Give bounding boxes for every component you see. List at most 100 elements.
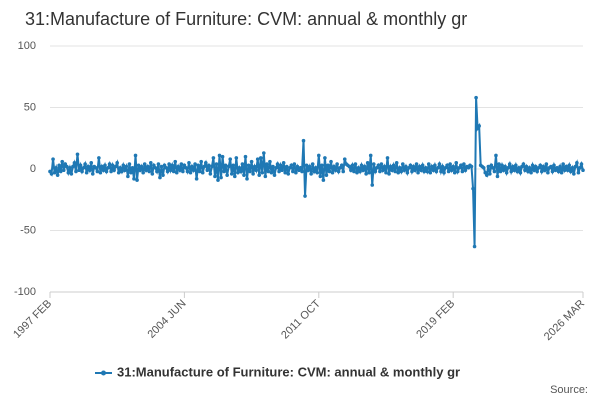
data-point bbox=[266, 169, 271, 174]
data-point bbox=[504, 170, 509, 175]
data-point bbox=[550, 169, 555, 174]
data-point bbox=[399, 169, 404, 174]
data-point bbox=[202, 164, 207, 169]
data-point bbox=[387, 172, 391, 176]
data-point bbox=[568, 169, 573, 174]
data-point bbox=[532, 168, 536, 173]
data-point bbox=[60, 159, 65, 164]
data-point bbox=[439, 169, 443, 174]
data-point bbox=[517, 165, 521, 170]
data-point bbox=[448, 162, 452, 166]
data-point bbox=[197, 169, 202, 174]
data-point bbox=[572, 172, 576, 176]
data-point bbox=[173, 159, 178, 164]
data-point bbox=[275, 162, 280, 166]
x-tick-label: 2026 MAR bbox=[542, 298, 587, 343]
data-point bbox=[87, 168, 92, 173]
data-point bbox=[110, 163, 115, 168]
data-point bbox=[225, 173, 229, 177]
data-point bbox=[408, 163, 413, 168]
data-point bbox=[263, 174, 268, 179]
data-point bbox=[205, 168, 210, 173]
data-point bbox=[576, 170, 581, 175]
data-point bbox=[132, 177, 136, 181]
data-point bbox=[514, 163, 518, 168]
data-point bbox=[539, 169, 544, 174]
data-point bbox=[570, 165, 575, 170]
data-point bbox=[121, 163, 126, 168]
data-point bbox=[116, 170, 121, 175]
data-point bbox=[333, 168, 338, 173]
data-point bbox=[191, 168, 196, 173]
data-point bbox=[564, 164, 569, 169]
data-point bbox=[77, 168, 81, 173]
data-point bbox=[449, 168, 454, 173]
data-point bbox=[210, 164, 214, 169]
data-point bbox=[115, 161, 119, 165]
data-point bbox=[310, 162, 315, 166]
data-point bbox=[494, 153, 498, 158]
data-point bbox=[506, 165, 510, 170]
data-point bbox=[303, 194, 307, 198]
data-point bbox=[208, 172, 213, 176]
data-point bbox=[280, 168, 284, 173]
data-point bbox=[411, 164, 416, 169]
data-point bbox=[171, 169, 176, 174]
data-point bbox=[203, 161, 208, 165]
data-point bbox=[382, 164, 387, 169]
data-point bbox=[526, 169, 530, 174]
data-point bbox=[336, 169, 341, 174]
data-point bbox=[69, 172, 74, 176]
data-point bbox=[292, 162, 297, 166]
data-point bbox=[174, 170, 179, 175]
data-point bbox=[529, 170, 533, 175]
data-point bbox=[78, 163, 83, 168]
y-tick-label: -50 bbox=[20, 224, 36, 236]
data-point bbox=[405, 170, 410, 175]
data-point bbox=[420, 163, 425, 168]
data-point bbox=[364, 172, 368, 176]
data-point bbox=[219, 175, 223, 180]
data-point bbox=[581, 168, 585, 173]
data-point bbox=[168, 168, 173, 173]
data-point bbox=[185, 169, 190, 174]
data-point bbox=[510, 164, 515, 169]
x-tick-label: 2004 JUN bbox=[145, 298, 188, 341]
data-point bbox=[390, 168, 394, 173]
data-point bbox=[445, 163, 449, 168]
y-tick-label: 0 bbox=[30, 163, 36, 175]
data-point bbox=[365, 161, 370, 165]
data-point bbox=[104, 169, 109, 174]
data-point bbox=[562, 168, 567, 173]
data-point bbox=[323, 156, 327, 160]
data-point bbox=[226, 164, 231, 169]
data-point bbox=[549, 164, 553, 169]
data-point bbox=[112, 168, 116, 173]
data-point bbox=[543, 168, 547, 173]
data-point bbox=[315, 170, 320, 175]
data-point bbox=[342, 157, 347, 161]
data-point bbox=[359, 163, 364, 168]
data-point bbox=[113, 164, 118, 169]
data-point bbox=[232, 174, 237, 179]
data-point bbox=[207, 163, 211, 168]
data-point bbox=[150, 172, 155, 176]
data-point bbox=[527, 165, 532, 170]
data-point bbox=[58, 169, 63, 174]
data-point bbox=[216, 178, 220, 182]
data-point bbox=[291, 169, 295, 174]
data-point bbox=[330, 170, 335, 175]
data-point bbox=[474, 95, 478, 100]
data-point bbox=[147, 169, 152, 174]
data-point bbox=[329, 159, 333, 164]
data-point bbox=[106, 165, 110, 170]
data-point bbox=[509, 169, 514, 174]
data-point bbox=[381, 168, 385, 173]
data-point bbox=[358, 169, 362, 174]
data-point bbox=[503, 164, 507, 169]
legend-label: 31:Manufacture of Furniture: CVM: annual… bbox=[117, 364, 460, 379]
data-point bbox=[269, 170, 274, 175]
data-point bbox=[425, 169, 430, 174]
data-point bbox=[507, 162, 512, 166]
data-point bbox=[378, 169, 382, 174]
